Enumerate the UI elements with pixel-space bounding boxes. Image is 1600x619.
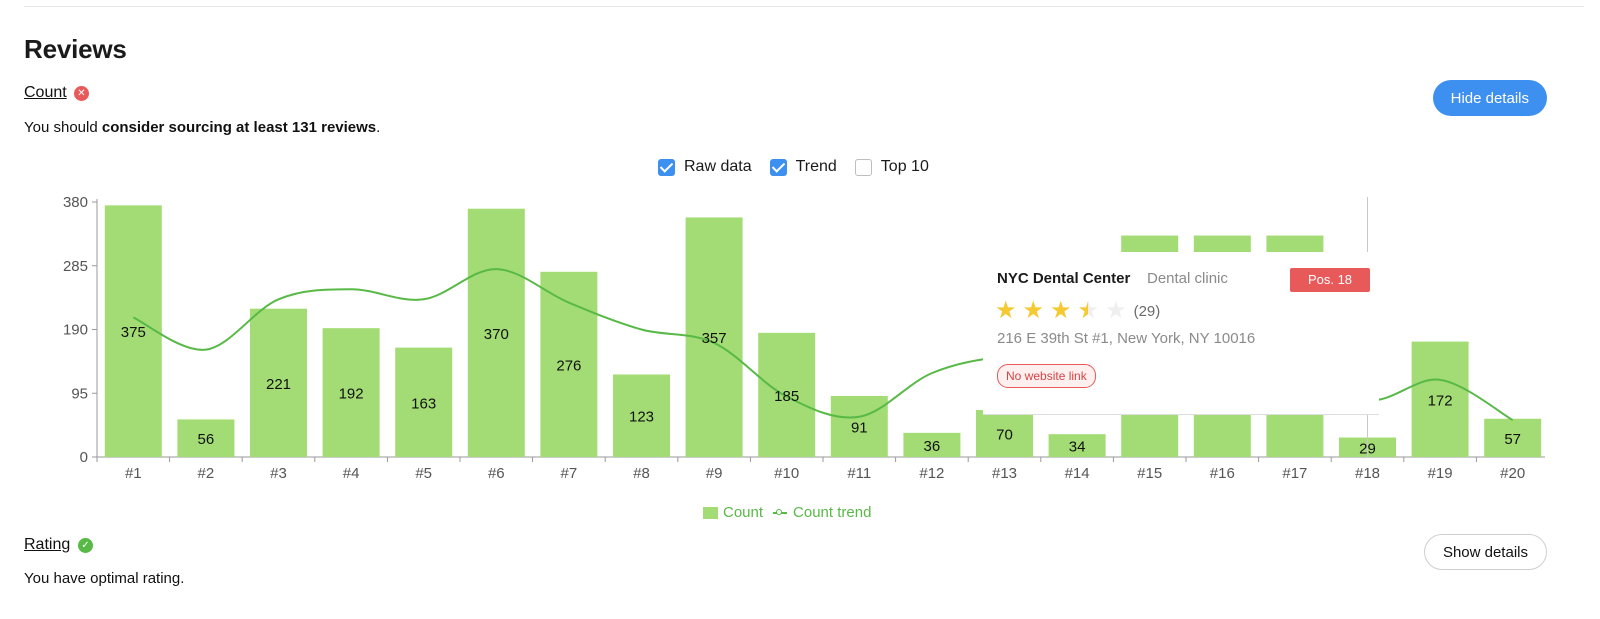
y-tick-label: 95 xyxy=(71,385,88,402)
checkbox-top-10[interactable] xyxy=(854,158,872,176)
data-label: 163 xyxy=(411,395,436,412)
count-metric-link[interactable]: Count xyxy=(24,84,67,101)
x-tick-label: #7 xyxy=(561,465,578,482)
data-label: 56 xyxy=(198,431,215,448)
chart-tooltip: NYC Dental Center Dental clinic Pos. 18 … xyxy=(983,252,1379,415)
data-label: 57 xyxy=(1504,431,1521,448)
x-tick-label: #10 xyxy=(774,465,799,482)
x-tick-label: #15 xyxy=(1137,465,1162,482)
rating-metric-link[interactable]: Rating xyxy=(24,536,71,553)
error-x-icon: ✕ xyxy=(74,86,89,101)
bar-#19 xyxy=(1411,341,1469,457)
star-icon: ★ xyxy=(1022,297,1045,324)
chart-legend: Count Count trend xyxy=(703,504,881,521)
bar-#12 xyxy=(903,432,961,457)
legend-swatch-count xyxy=(703,506,718,519)
data-label: 192 xyxy=(339,386,364,403)
x-tick-label: #14 xyxy=(1065,465,1090,482)
toggle-label: Top 10 xyxy=(880,158,929,175)
tooltip-address: 216 E 39th St #1, New York, NY 10016 xyxy=(997,330,1256,347)
x-tick-label: #18 xyxy=(1355,465,1380,482)
toggle-top-10[interactable]: Top 10 xyxy=(854,158,929,176)
bar-#1 xyxy=(104,205,162,457)
data-label: 370 xyxy=(484,326,509,343)
data-label: 185 xyxy=(774,388,799,405)
x-tick-label: #11 xyxy=(847,465,871,482)
legend-count[interactable]: Count xyxy=(703,504,763,521)
star-half-icon: ★ xyxy=(1078,298,1100,325)
bar-#14 xyxy=(1048,434,1106,457)
show-details-button[interactable]: Show details xyxy=(1423,534,1547,570)
data-label: 375 xyxy=(121,324,146,341)
tooltip-rating-stars: ★ ★ ★ ★ ★ (29) xyxy=(995,297,1161,325)
bar-#20 xyxy=(1484,418,1542,457)
tooltip-business-name: NYC Dental Center xyxy=(997,270,1131,287)
no-website-badge: No website link xyxy=(997,364,1096,388)
tooltip-review-count: (29) xyxy=(1133,302,1161,320)
y-tick-label: 285 xyxy=(63,258,88,275)
x-tick-label: #8 xyxy=(633,465,650,482)
toggle-label: Trend xyxy=(795,158,837,175)
section-divider xyxy=(24,6,1584,7)
x-tick-label: #1 xyxy=(125,465,142,482)
rating-message: You have optimal rating. xyxy=(24,570,185,587)
bar-#6 xyxy=(467,208,525,457)
data-label: 172 xyxy=(1428,392,1453,409)
toggle-raw-data[interactable]: Raw data xyxy=(658,158,752,176)
data-label: 70 xyxy=(996,427,1013,444)
checkbox-raw-data[interactable] xyxy=(658,158,675,176)
toggle-label: Raw data xyxy=(684,158,752,175)
toggle-trend[interactable]: Trend xyxy=(769,158,837,176)
y-tick-label: 380 xyxy=(63,194,88,211)
data-label: 34 xyxy=(1069,439,1086,456)
tooltip-business-type: Dental clinic xyxy=(1147,270,1228,287)
section-title: Reviews xyxy=(24,34,127,64)
legend-label: Count xyxy=(723,504,764,521)
tooltip-position-badge: Pos. 18 xyxy=(1290,268,1370,292)
x-tick-label: #5 xyxy=(415,465,432,482)
count-message: You should consider sourcing at least 13… xyxy=(24,119,381,136)
x-tick-label: #16 xyxy=(1210,465,1235,482)
bar-#8 xyxy=(613,374,670,457)
legend-swatch-trend xyxy=(773,508,788,515)
x-tick-label: #2 xyxy=(198,465,215,482)
x-tick-label: #6 xyxy=(488,465,505,482)
x-tick-label: #13 xyxy=(992,465,1017,482)
bar-#13 xyxy=(976,410,1033,457)
legend-label: Count trend xyxy=(793,504,872,521)
y-tick-label: 190 xyxy=(63,322,88,339)
x-tick-label: #19 xyxy=(1428,465,1453,482)
x-tick-label: #9 xyxy=(706,465,723,482)
x-tick-label: #20 xyxy=(1500,465,1525,482)
star-icon: ★ xyxy=(1050,297,1072,324)
bar-#5 xyxy=(395,347,453,457)
hide-details-button[interactable]: Hide details xyxy=(1432,80,1547,116)
star-empty-icon: ★ xyxy=(1105,297,1127,324)
bar-#11 xyxy=(830,395,888,457)
bar-#3 xyxy=(250,308,307,457)
data-label: 357 xyxy=(702,330,727,347)
chart-toggles: Raw data Trend Top 10 xyxy=(658,158,947,176)
data-label: 123 xyxy=(629,409,654,426)
x-tick-label: #4 xyxy=(343,465,360,482)
data-label: 221 xyxy=(266,376,291,393)
check-icon: ✓ xyxy=(78,538,93,553)
legend-count-trend[interactable]: Count trend xyxy=(773,504,871,521)
bar-#4 xyxy=(322,328,380,457)
x-tick-label: #3 xyxy=(270,465,287,482)
bar-#2 xyxy=(177,419,235,457)
data-label: 276 xyxy=(556,357,581,374)
x-tick-label: #17 xyxy=(1282,465,1307,482)
y-tick-label: 0 xyxy=(80,449,88,466)
data-label: 91 xyxy=(851,419,868,436)
checkbox-trend[interactable] xyxy=(769,158,787,176)
star-icon: ★ xyxy=(995,297,1017,324)
x-tick-label: #12 xyxy=(919,465,944,482)
data-label: 36 xyxy=(924,438,941,455)
bar-#10 xyxy=(758,332,816,457)
